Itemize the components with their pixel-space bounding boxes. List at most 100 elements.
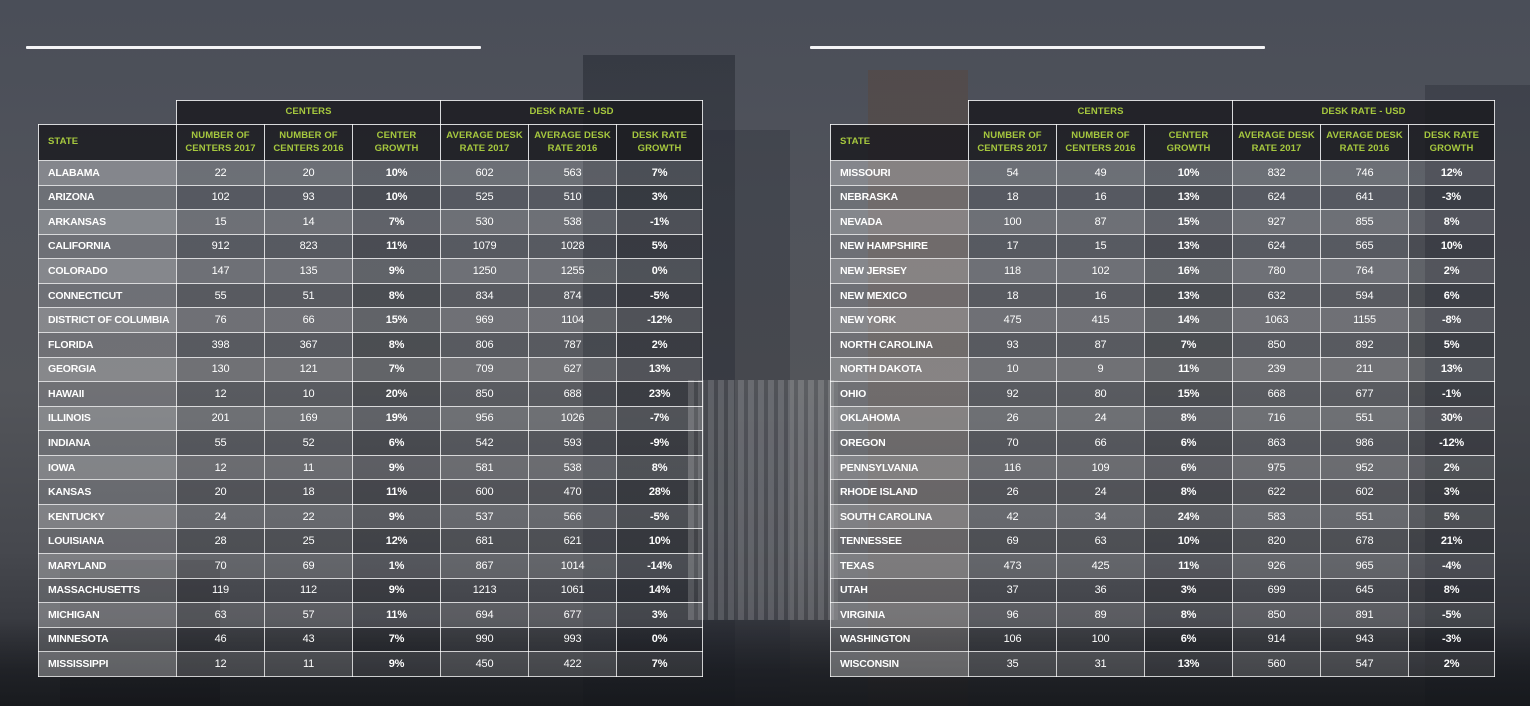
value-cell: 850 [440, 381, 530, 407]
growth-cell: 5% [1408, 503, 1496, 530]
value-cell: 239 [1232, 356, 1322, 383]
table-row: GEORGIA 130 121 7% 709 627 13% [38, 356, 704, 383]
value-cell: 891 [1320, 602, 1410, 628]
column-header-state: STATE [830, 124, 969, 161]
value-cell: 46 [176, 626, 265, 653]
table-row: NEW MEXICO 18 16 13% 632 594 6% [830, 282, 1496, 309]
growth-cell: 7% [351, 209, 442, 235]
value-cell: 510 [528, 184, 618, 211]
growth-cell: 0% [616, 626, 704, 653]
growth-cell: 11% [351, 233, 442, 260]
column-header-state: STATE [38, 124, 177, 161]
table-row: NEBRASKA 18 16 13% 624 641 -3% [830, 184, 1496, 211]
table-row: NEW JERSEY 118 102 16% 780 764 2% [830, 258, 1496, 284]
growth-cell: 8% [351, 282, 442, 309]
growth-cell: 10% [351, 160, 442, 186]
growth-cell: 16% [1143, 258, 1234, 284]
state-cell: COLORADO [38, 258, 177, 284]
value-cell: 15 [1056, 233, 1145, 260]
table-row: IOWA 12 11 9% 581 538 8% [38, 454, 704, 481]
value-cell: 1014 [528, 553, 618, 579]
growth-cell: -5% [616, 503, 704, 530]
state-cell: INDIANA [38, 430, 177, 456]
table-row: TENNESSEE 69 63 10% 820 678 21% [830, 528, 1496, 554]
state-cell: OREGON [830, 430, 969, 456]
value-cell: 677 [528, 602, 618, 628]
value-cell: 112 [264, 577, 353, 604]
value-cell: 1255 [528, 258, 618, 284]
value-cell: 22 [176, 160, 265, 186]
table-row: SOUTH CAROLINA 42 34 24% 583 551 5% [830, 503, 1496, 530]
table-row: VIRGINIA 96 89 8% 850 891 -5% [830, 602, 1496, 628]
skyline-tower [700, 130, 790, 706]
value-cell: 538 [528, 454, 618, 481]
value-cell: 96 [968, 602, 1057, 628]
value-cell: 10 [264, 381, 353, 407]
column-header-rate-2016: AVERAGE DESK RATE 2016 [528, 124, 618, 161]
column-header-rate-2017: AVERAGE DESK RATE 2017 [440, 124, 530, 161]
value-cell: 92 [968, 381, 1057, 407]
value-cell: 624 [1232, 233, 1322, 260]
value-cell: 20 [264, 160, 353, 186]
growth-cell: 9% [351, 454, 442, 481]
group-header-desk-rate: DESK RATE - USD [440, 100, 704, 125]
state-cell: NEW JERSEY [830, 258, 969, 284]
value-cell: 9 [1056, 356, 1145, 383]
value-cell: 563 [528, 160, 618, 186]
growth-cell: 5% [616, 233, 704, 260]
value-cell: 57 [264, 602, 353, 628]
table-row: MISSISSIPPI 12 11 9% 450 422 7% [38, 651, 704, 677]
table-row: NEW YORK 475 415 14% 1063 1155 -8% [830, 307, 1496, 333]
state-cell: KENTUCKY [38, 503, 177, 530]
value-cell: 425 [1056, 553, 1145, 579]
table-row: LOUISIANA 28 25 12% 681 621 10% [38, 528, 704, 554]
value-cell: 55 [176, 430, 265, 456]
state-cell: RHODE ISLAND [830, 479, 969, 505]
growth-cell: 9% [351, 258, 442, 284]
value-cell: 850 [1232, 331, 1322, 358]
value-cell: 87 [1056, 331, 1145, 358]
table-row: ARIZONA 102 93 10% 525 510 3% [38, 184, 704, 211]
growth-cell: 13% [1408, 356, 1496, 383]
value-cell: 89 [1056, 602, 1145, 628]
value-cell: 118 [968, 258, 1057, 284]
growth-cell: 13% [616, 356, 704, 383]
value-cell: 24 [176, 503, 265, 530]
value-cell: 681 [440, 528, 530, 554]
header-spacer [831, 101, 969, 125]
table-row: NEW HAMPSHIRE 17 15 13% 624 565 10% [830, 233, 1496, 260]
state-cell: HAWAII [38, 381, 177, 407]
value-cell: 367 [264, 331, 353, 358]
value-cell: 641 [1320, 184, 1410, 211]
growth-cell: 21% [1408, 528, 1496, 554]
value-cell: 70 [176, 553, 265, 579]
growth-cell: 6% [1143, 626, 1234, 653]
value-cell: 956 [440, 405, 530, 432]
growth-cell: 3% [1408, 479, 1496, 505]
growth-cell: -14% [616, 553, 704, 579]
value-cell: 678 [1320, 528, 1410, 554]
column-header-centers-2017: NUMBER OF CENTERS 2017 [176, 124, 265, 161]
value-cell: 450 [440, 651, 530, 677]
growth-cell: 8% [351, 331, 442, 358]
state-cell: FLORIDA [38, 331, 177, 358]
value-cell: 93 [968, 331, 1057, 358]
value-cell: 688 [528, 381, 618, 407]
value-cell: 832 [1232, 160, 1322, 186]
growth-cell: 7% [616, 160, 704, 186]
growth-cell: -1% [616, 209, 704, 235]
value-cell: 551 [1320, 503, 1410, 530]
table-row: NORTH CAROLINA 93 87 7% 850 892 5% [830, 331, 1496, 358]
value-cell: 806 [440, 331, 530, 358]
growth-cell: 13% [1143, 184, 1234, 211]
value-cell: 12 [176, 651, 265, 677]
growth-cell: 9% [351, 577, 442, 604]
state-cell: MARYLAND [38, 553, 177, 579]
table-row: MICHIGAN 63 57 11% 694 677 3% [38, 602, 704, 628]
growth-cell: 7% [1143, 331, 1234, 358]
centers-desk-rate-table: CENTERS DESK RATE - USD STATE NUMBER OF … [38, 100, 704, 677]
value-cell: 63 [176, 602, 265, 628]
growth-cell: 12% [1408, 160, 1496, 186]
value-cell: 914 [1232, 626, 1322, 653]
value-cell: 1213 [440, 577, 530, 604]
